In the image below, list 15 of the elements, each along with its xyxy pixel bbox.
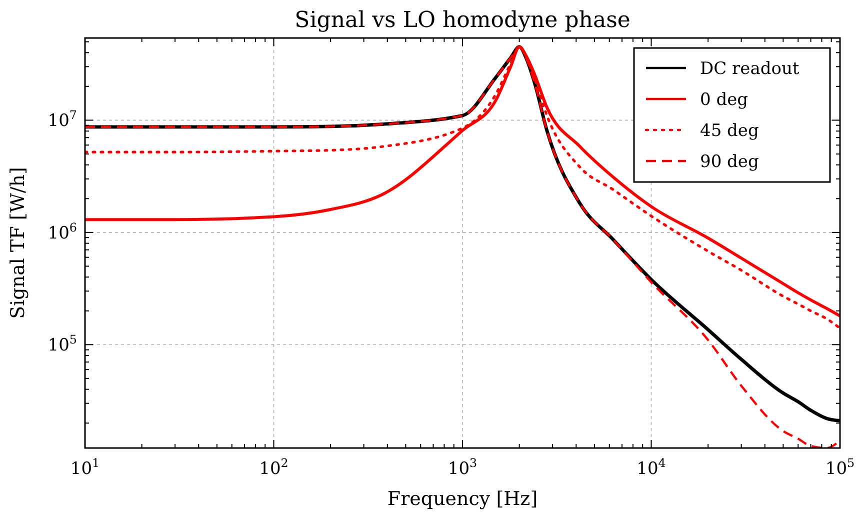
x-axis-title: Frequency [Hz] [387,488,538,510]
y-tick-label: 10$^{5}$ [48,332,77,356]
y-tick-label: 10$^{7}$ [48,108,77,132]
x-tick-label: 10$^{2}$ [259,456,288,479]
y-tick-label: 10$^{6}$ [48,220,77,244]
y-axis-title: Signal TF [W/h] [7,167,29,319]
chart-title: Signal vs LO homodyne phase [294,8,630,33]
legend-label: DC readout [700,59,800,79]
x-tick-label: 10$^{3}$ [448,456,478,479]
legend-label: 45 deg [700,121,759,141]
legend-label: 90 deg [700,152,759,172]
x-tick-label: 10$^{1}$ [70,456,100,479]
x-tick-label: 10$^{4}$ [636,456,666,479]
legend-label: 0 deg [700,90,748,110]
x-tick-label: 10$^{5}$ [825,456,855,479]
